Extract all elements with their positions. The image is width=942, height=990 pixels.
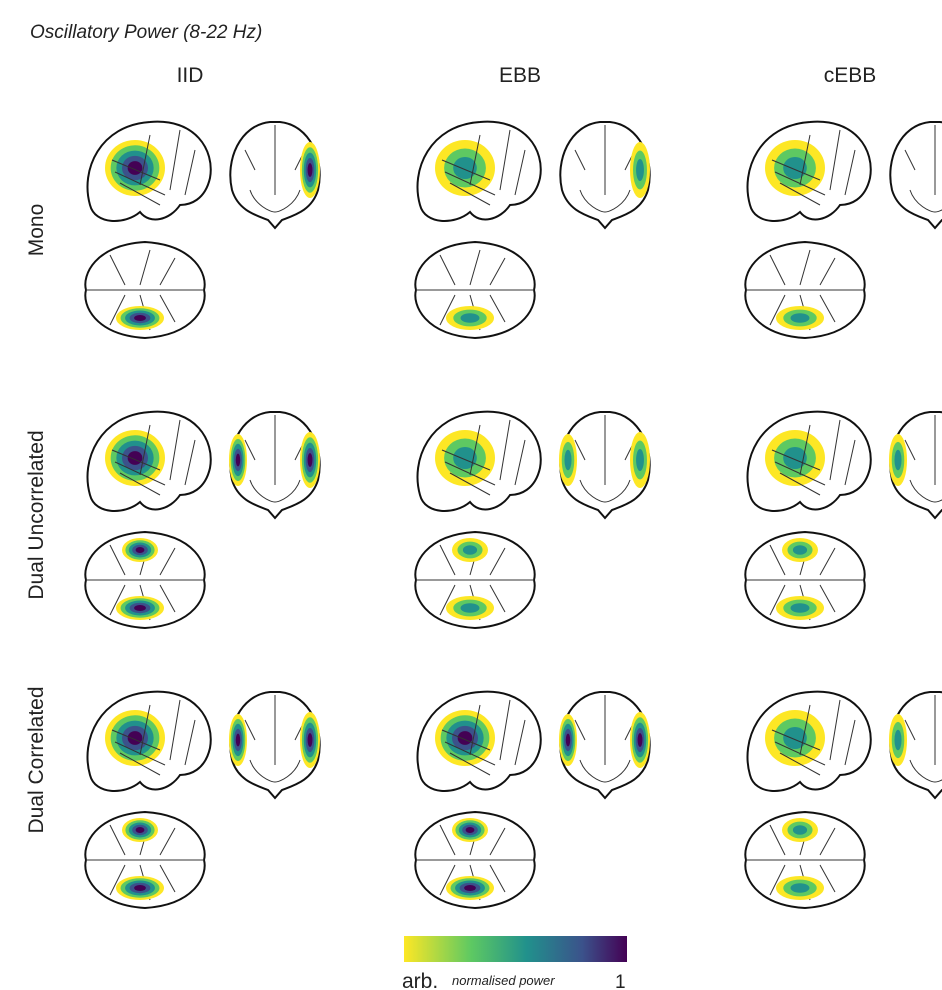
activation-blob bbox=[134, 885, 146, 891]
activation-blob bbox=[460, 313, 480, 323]
row-label: Dual Correlated bbox=[25, 686, 48, 833]
colorbar-max-label: 1 bbox=[615, 972, 626, 990]
activation-blob bbox=[894, 449, 902, 471]
sulcus bbox=[111, 419, 196, 496]
activation-blob bbox=[564, 449, 572, 471]
activation-blob bbox=[307, 453, 313, 467]
column-header: cEBB bbox=[824, 64, 877, 87]
activation-blob bbox=[460, 603, 480, 613]
activation-blob bbox=[565, 733, 571, 747]
activation-blob bbox=[790, 313, 810, 323]
column-header: EBB bbox=[499, 64, 541, 87]
sulcus bbox=[574, 415, 636, 503]
sulcus bbox=[441, 699, 526, 776]
colorbar-min-label: arb. bbox=[402, 970, 438, 990]
row-label: Dual Uncorrelated bbox=[25, 430, 48, 599]
sulcus bbox=[441, 129, 526, 206]
sulcus bbox=[244, 415, 306, 503]
activation-blob bbox=[135, 547, 145, 553]
activation-blob bbox=[307, 163, 313, 177]
row-label: Mono bbox=[25, 204, 48, 257]
sulcus bbox=[439, 249, 506, 331]
sulcus bbox=[771, 129, 856, 206]
activation-blob bbox=[235, 453, 241, 467]
activation-blob bbox=[464, 885, 476, 891]
sulcus bbox=[441, 419, 526, 496]
activation-blob bbox=[134, 315, 146, 321]
colorbar-caption: normalised power bbox=[452, 973, 555, 988]
coronal-brain bbox=[889, 121, 942, 230]
brain-cell bbox=[84, 690, 321, 910]
activation-blob bbox=[127, 161, 143, 175]
activation-blob bbox=[453, 446, 477, 470]
sulcus bbox=[769, 249, 836, 331]
sulcus bbox=[244, 695, 306, 783]
sulcus bbox=[904, 415, 942, 503]
sulcus bbox=[111, 129, 196, 206]
activation-blob bbox=[462, 545, 478, 555]
activation-blob bbox=[783, 156, 807, 180]
brain-cell bbox=[414, 120, 651, 340]
activation-blob bbox=[307, 733, 313, 747]
sulcus bbox=[771, 699, 856, 776]
activation-blob bbox=[453, 156, 477, 180]
activation-blob bbox=[792, 825, 808, 835]
activation-blob bbox=[127, 451, 143, 465]
activation-blob bbox=[636, 448, 644, 472]
sulcus bbox=[904, 695, 942, 783]
activation-blob bbox=[134, 605, 146, 611]
brain-cell bbox=[414, 690, 651, 910]
activation-blob bbox=[235, 733, 241, 747]
activation-blob bbox=[135, 827, 145, 833]
activation-blob bbox=[637, 733, 643, 747]
activation-blob bbox=[465, 827, 475, 833]
activation-blob bbox=[127, 731, 143, 745]
brain-cell bbox=[84, 120, 321, 340]
brain-cell bbox=[414, 410, 651, 630]
activation-blob bbox=[894, 729, 902, 751]
activation-blob bbox=[783, 446, 807, 470]
sulcus bbox=[244, 125, 306, 213]
sulcus bbox=[904, 125, 942, 213]
column-header: IID bbox=[177, 64, 204, 87]
brain-cell bbox=[744, 410, 942, 630]
activation-blob bbox=[783, 726, 807, 750]
brain-cell bbox=[84, 410, 321, 630]
sulcus bbox=[771, 419, 856, 496]
activation-blob bbox=[636, 158, 644, 182]
brain-cell bbox=[744, 690, 942, 910]
colorbar bbox=[404, 936, 627, 962]
brain-cell bbox=[744, 120, 942, 340]
figure-title: Oscillatory Power (8-22 Hz) bbox=[30, 22, 262, 43]
sulcus bbox=[574, 125, 636, 213]
sulcus bbox=[574, 695, 636, 783]
activation-blob bbox=[790, 883, 810, 893]
sulcus bbox=[109, 249, 176, 331]
activation-blob bbox=[792, 545, 808, 555]
activation-blob bbox=[457, 731, 473, 745]
sulcus bbox=[111, 699, 196, 776]
activation-blob bbox=[790, 603, 810, 613]
